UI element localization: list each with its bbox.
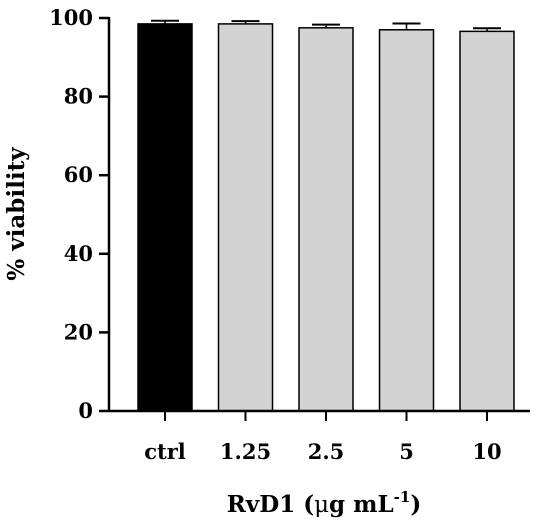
y-axis: 0 20 40 60 80 100 xyxy=(49,5,111,423)
y-axis-title: % viability xyxy=(3,147,30,281)
x-tick-label-10: 10 xyxy=(472,439,501,464)
y-tick-label-60: 60 xyxy=(64,162,93,187)
x-axis-title-superscript: -1 xyxy=(394,488,411,506)
bars-group xyxy=(137,23,515,412)
bar-10 xyxy=(459,30,515,412)
x-axis-title-unit: g mL xyxy=(329,491,394,518)
bar-1.25 xyxy=(217,23,274,412)
x-axis: ctrl 1.25 2.5 5 10 xyxy=(109,409,530,464)
y-tick-label-40: 40 xyxy=(64,241,93,266)
x-tick-label-ctrl: ctrl xyxy=(144,439,186,464)
y-tick-label-20: 20 xyxy=(64,319,93,344)
x-axis-title-mu: μ xyxy=(314,492,329,518)
y-tick-label-80: 80 xyxy=(64,84,93,109)
error-bars-group xyxy=(151,19,501,32)
bar-ctrl xyxy=(137,23,193,412)
x-axis-title: RvD1 (μg mL-1) xyxy=(227,488,421,518)
x-tick-label-1.25: 1.25 xyxy=(220,439,271,464)
x-axis-title-suffix: ) xyxy=(410,491,421,518)
x-axis-title-prefix: RvD1 ( xyxy=(227,491,314,518)
bar-5 xyxy=(378,29,435,412)
x-tick-label-5: 5 xyxy=(399,439,414,464)
bar-2.5 xyxy=(298,27,354,412)
x-tick-label-2.5: 2.5 xyxy=(308,439,345,464)
y-tick-label-0: 0 xyxy=(78,398,93,423)
y-tick-label-100: 100 xyxy=(49,5,93,30)
